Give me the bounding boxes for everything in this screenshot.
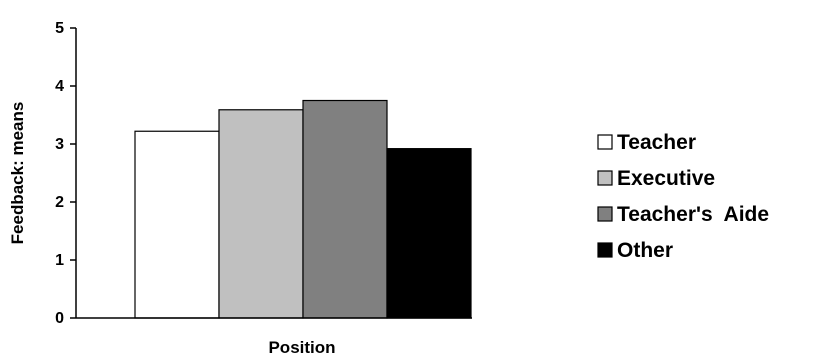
legend-label-2: Teacher's Aide [617, 203, 769, 226]
y-tick-label-3: 3 [55, 136, 64, 153]
y-axis-title: Feedback: means [8, 102, 27, 245]
legend-label-3: Other [617, 239, 673, 262]
axes: 0 1 2 3 4 5 [55, 20, 472, 327]
y-tick-label-1: 1 [55, 252, 64, 269]
y-tick-label-0: 0 [55, 310, 64, 327]
legend-swatch-2 [597, 206, 613, 222]
bar-teacher [134, 130, 220, 319]
bar-executive [218, 109, 304, 319]
y-tick-label-5: 5 [55, 20, 64, 37]
bar-teacher-s-aide [302, 99, 388, 319]
bar-other [386, 148, 472, 319]
plot-area [134, 99, 472, 319]
legend-label-1: Executive [617, 167, 715, 190]
legend-swatch-0 [597, 134, 613, 150]
x-axis-title: Position [268, 338, 335, 357]
y-tick-label-4: 4 [55, 78, 64, 95]
legend-swatch-1 [597, 170, 613, 186]
legend-label-0: Teacher [617, 131, 696, 154]
y-tick-label-2: 2 [55, 194, 64, 211]
legend: Teacher Executive Teacher's Aide Other [597, 131, 769, 262]
legend-swatch-3 [597, 242, 613, 258]
